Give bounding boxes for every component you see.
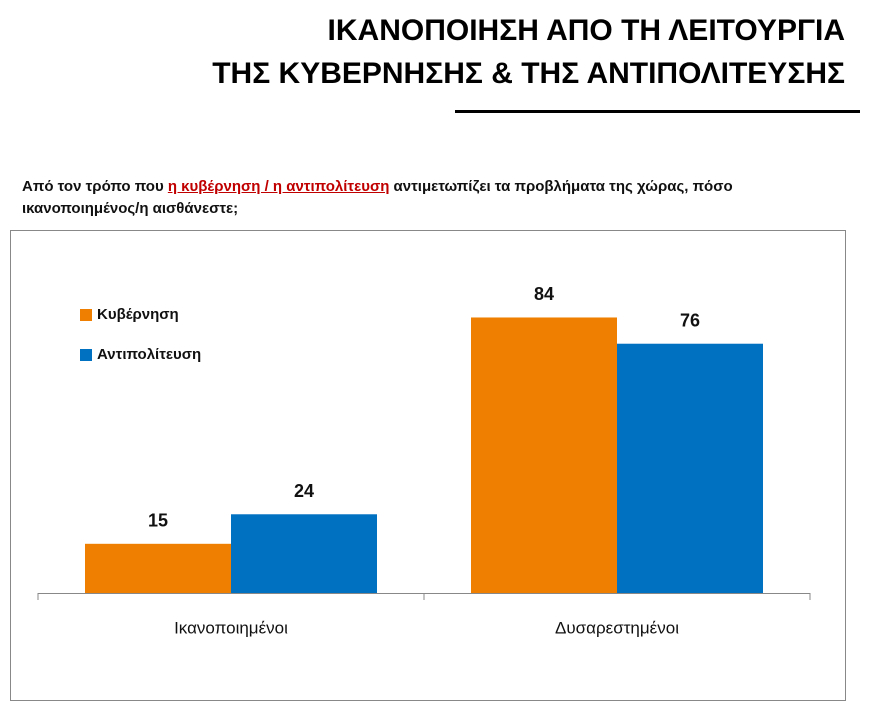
legend-label: Αντιπολίτευση xyxy=(97,346,201,363)
question-text: Από τον τρόπο που xyxy=(22,178,168,195)
x-tick-label: Δυσαρεστημένοι xyxy=(555,618,679,637)
bar xyxy=(231,514,377,593)
legend-label: Κυβέρνηση xyxy=(97,306,179,323)
value-label: 84 xyxy=(534,284,554,304)
question: Από τον τρόπο που η κυβέρνηση / η αντιπο… xyxy=(22,176,812,220)
legend-swatch xyxy=(80,349,92,361)
value-label: 15 xyxy=(148,511,168,531)
title-line: ΤΗΣ ΚΥΒΕΡΝΗΣΗΣ & ΤΗΣ ΑΝΤΙΠΟΛΙΤΕΥΣΗΣ xyxy=(212,57,845,90)
legend-swatch xyxy=(80,309,92,321)
value-label: 24 xyxy=(294,481,314,501)
bar xyxy=(617,343,763,593)
chart-frame xyxy=(10,230,846,701)
question-text: αντιμετωπίζει τα προβλήματα της χώρας, π… xyxy=(22,178,733,217)
question-highlight: η κυβέρνηση / η αντιπολίτευση xyxy=(167,178,390,195)
title-line: ΙΚΑΝΟΠΟΙΗΣΗ ΑΠΟ ΤΗ ΛΕΙΤΟΥΡΓΙΑ xyxy=(327,14,845,47)
bar xyxy=(471,317,617,593)
value-label: 76 xyxy=(680,310,700,330)
title-rule xyxy=(455,110,860,113)
x-tick-label: Ικανοποιημένοι xyxy=(174,618,288,637)
bar xyxy=(85,543,231,593)
